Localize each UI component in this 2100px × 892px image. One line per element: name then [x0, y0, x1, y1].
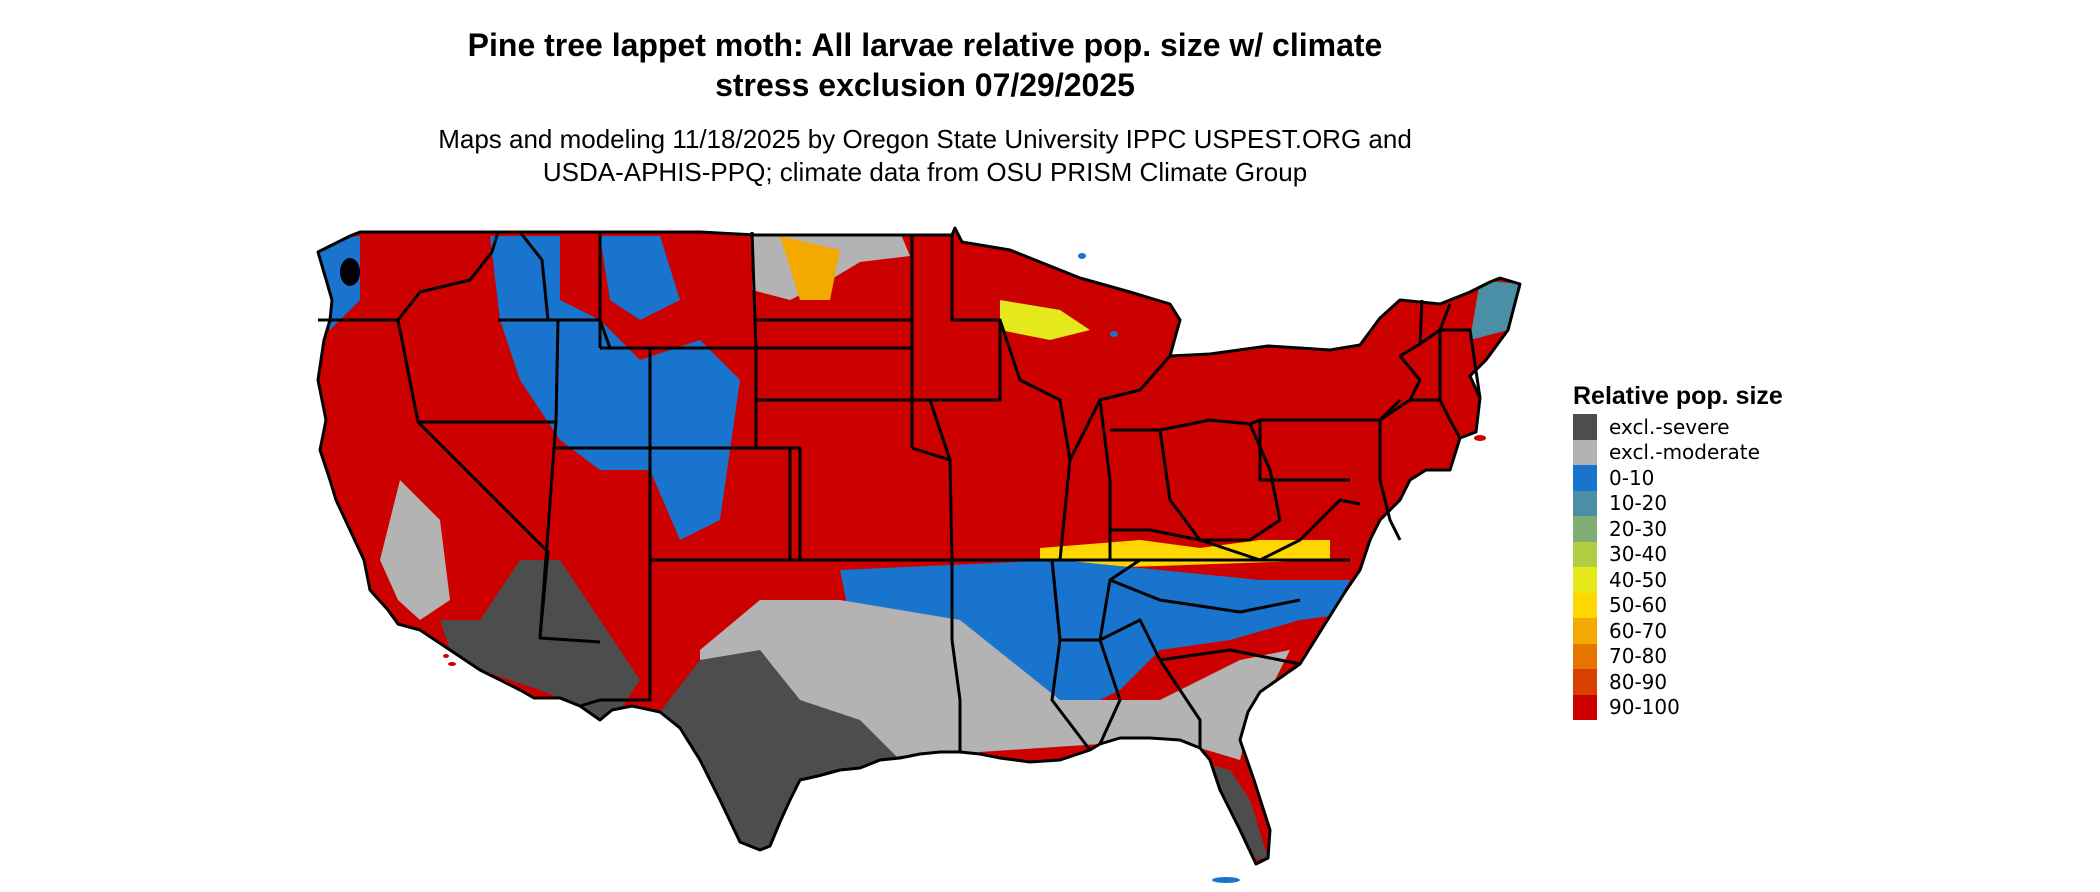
legend-label: excl.-severe [1609, 414, 1730, 439]
legend-swatch [1573, 694, 1597, 720]
zone-10-20 [1470, 280, 1520, 340]
zone-50-60 [1040, 540, 1330, 570]
legend-item: 80-90 [1573, 669, 1783, 695]
legend: Relative pop. size excl.-severe excl.-mod… [1573, 380, 1783, 720]
zone-excl-severe [440, 560, 640, 720]
map-title-line-2: stress exclusion 07/29/2025 [715, 67, 1135, 103]
legend-swatch [1573, 439, 1597, 465]
relative-pop-size-fill [318, 228, 1520, 864]
legend-swatch [1573, 618, 1597, 644]
map-title-line-1: Pine tree lappet moth: All larvae relati… [467, 27, 1383, 63]
map-subtitle-line-2: USDA-APHIS-PPQ; climate data from OSU PR… [542, 157, 1308, 187]
legend-title: Relative pop. size [1573, 382, 1783, 410]
legend-item: 30-40 [1573, 541, 1783, 567]
legend-label: 0-10 [1609, 465, 1655, 490]
zone-40-50 [1000, 300, 1090, 340]
zone-excl-moderate [380, 480, 450, 620]
zone-60-70 [780, 236, 840, 300]
map-subtitle-line-1: Maps and modeling 11/18/2025 by Oregon S… [438, 124, 1412, 154]
legend-item: 70-80 [1573, 643, 1783, 669]
legend-item: 50-60 [1573, 592, 1783, 618]
legend-label: 40-50 [1609, 567, 1668, 592]
zone-0-10 [490, 236, 740, 540]
legend-swatch [1573, 643, 1597, 669]
legend-item: 60-70 [1573, 618, 1783, 644]
legend-item: 40-50 [1573, 567, 1783, 593]
zone-90-100 [318, 228, 1520, 864]
legend-swatch [1573, 592, 1597, 618]
legend-label: 10-20 [1609, 491, 1668, 516]
legend-item: excl.-moderate [1573, 439, 1783, 465]
legend-label: 70-80 [1609, 644, 1668, 669]
zone-0-10 [600, 236, 680, 320]
legend-swatch [1573, 541, 1597, 567]
legend-swatch [1573, 669, 1597, 695]
legend-swatch [1573, 490, 1597, 516]
legend-item: 0-10 [1573, 465, 1783, 491]
legend-item: excl.-severe [1573, 414, 1783, 440]
legend-label: 80-90 [1609, 669, 1668, 694]
legend-item: 10-20 [1573, 490, 1783, 516]
legend-item: 20-30 [1573, 516, 1783, 542]
legend-swatch [1573, 465, 1597, 491]
legend-label: 90-100 [1609, 695, 1680, 720]
legend-label: 20-30 [1609, 516, 1668, 541]
legend-swatch [1573, 516, 1597, 542]
islands [340, 253, 1486, 883]
legend-label: 30-40 [1609, 542, 1668, 567]
legend-swatch [1573, 567, 1597, 593]
state-borders [316, 226, 1522, 866]
legend-item: 90-100 [1573, 694, 1783, 720]
legend-label: 50-60 [1609, 593, 1668, 618]
legend-label: 60-70 [1609, 618, 1668, 643]
legend-label: excl.-moderate [1609, 440, 1760, 465]
legend-items: excl.-severe excl.-moderate 0-10 10-20 20-30… [1573, 414, 1783, 720]
legend-swatch [1573, 414, 1597, 440]
